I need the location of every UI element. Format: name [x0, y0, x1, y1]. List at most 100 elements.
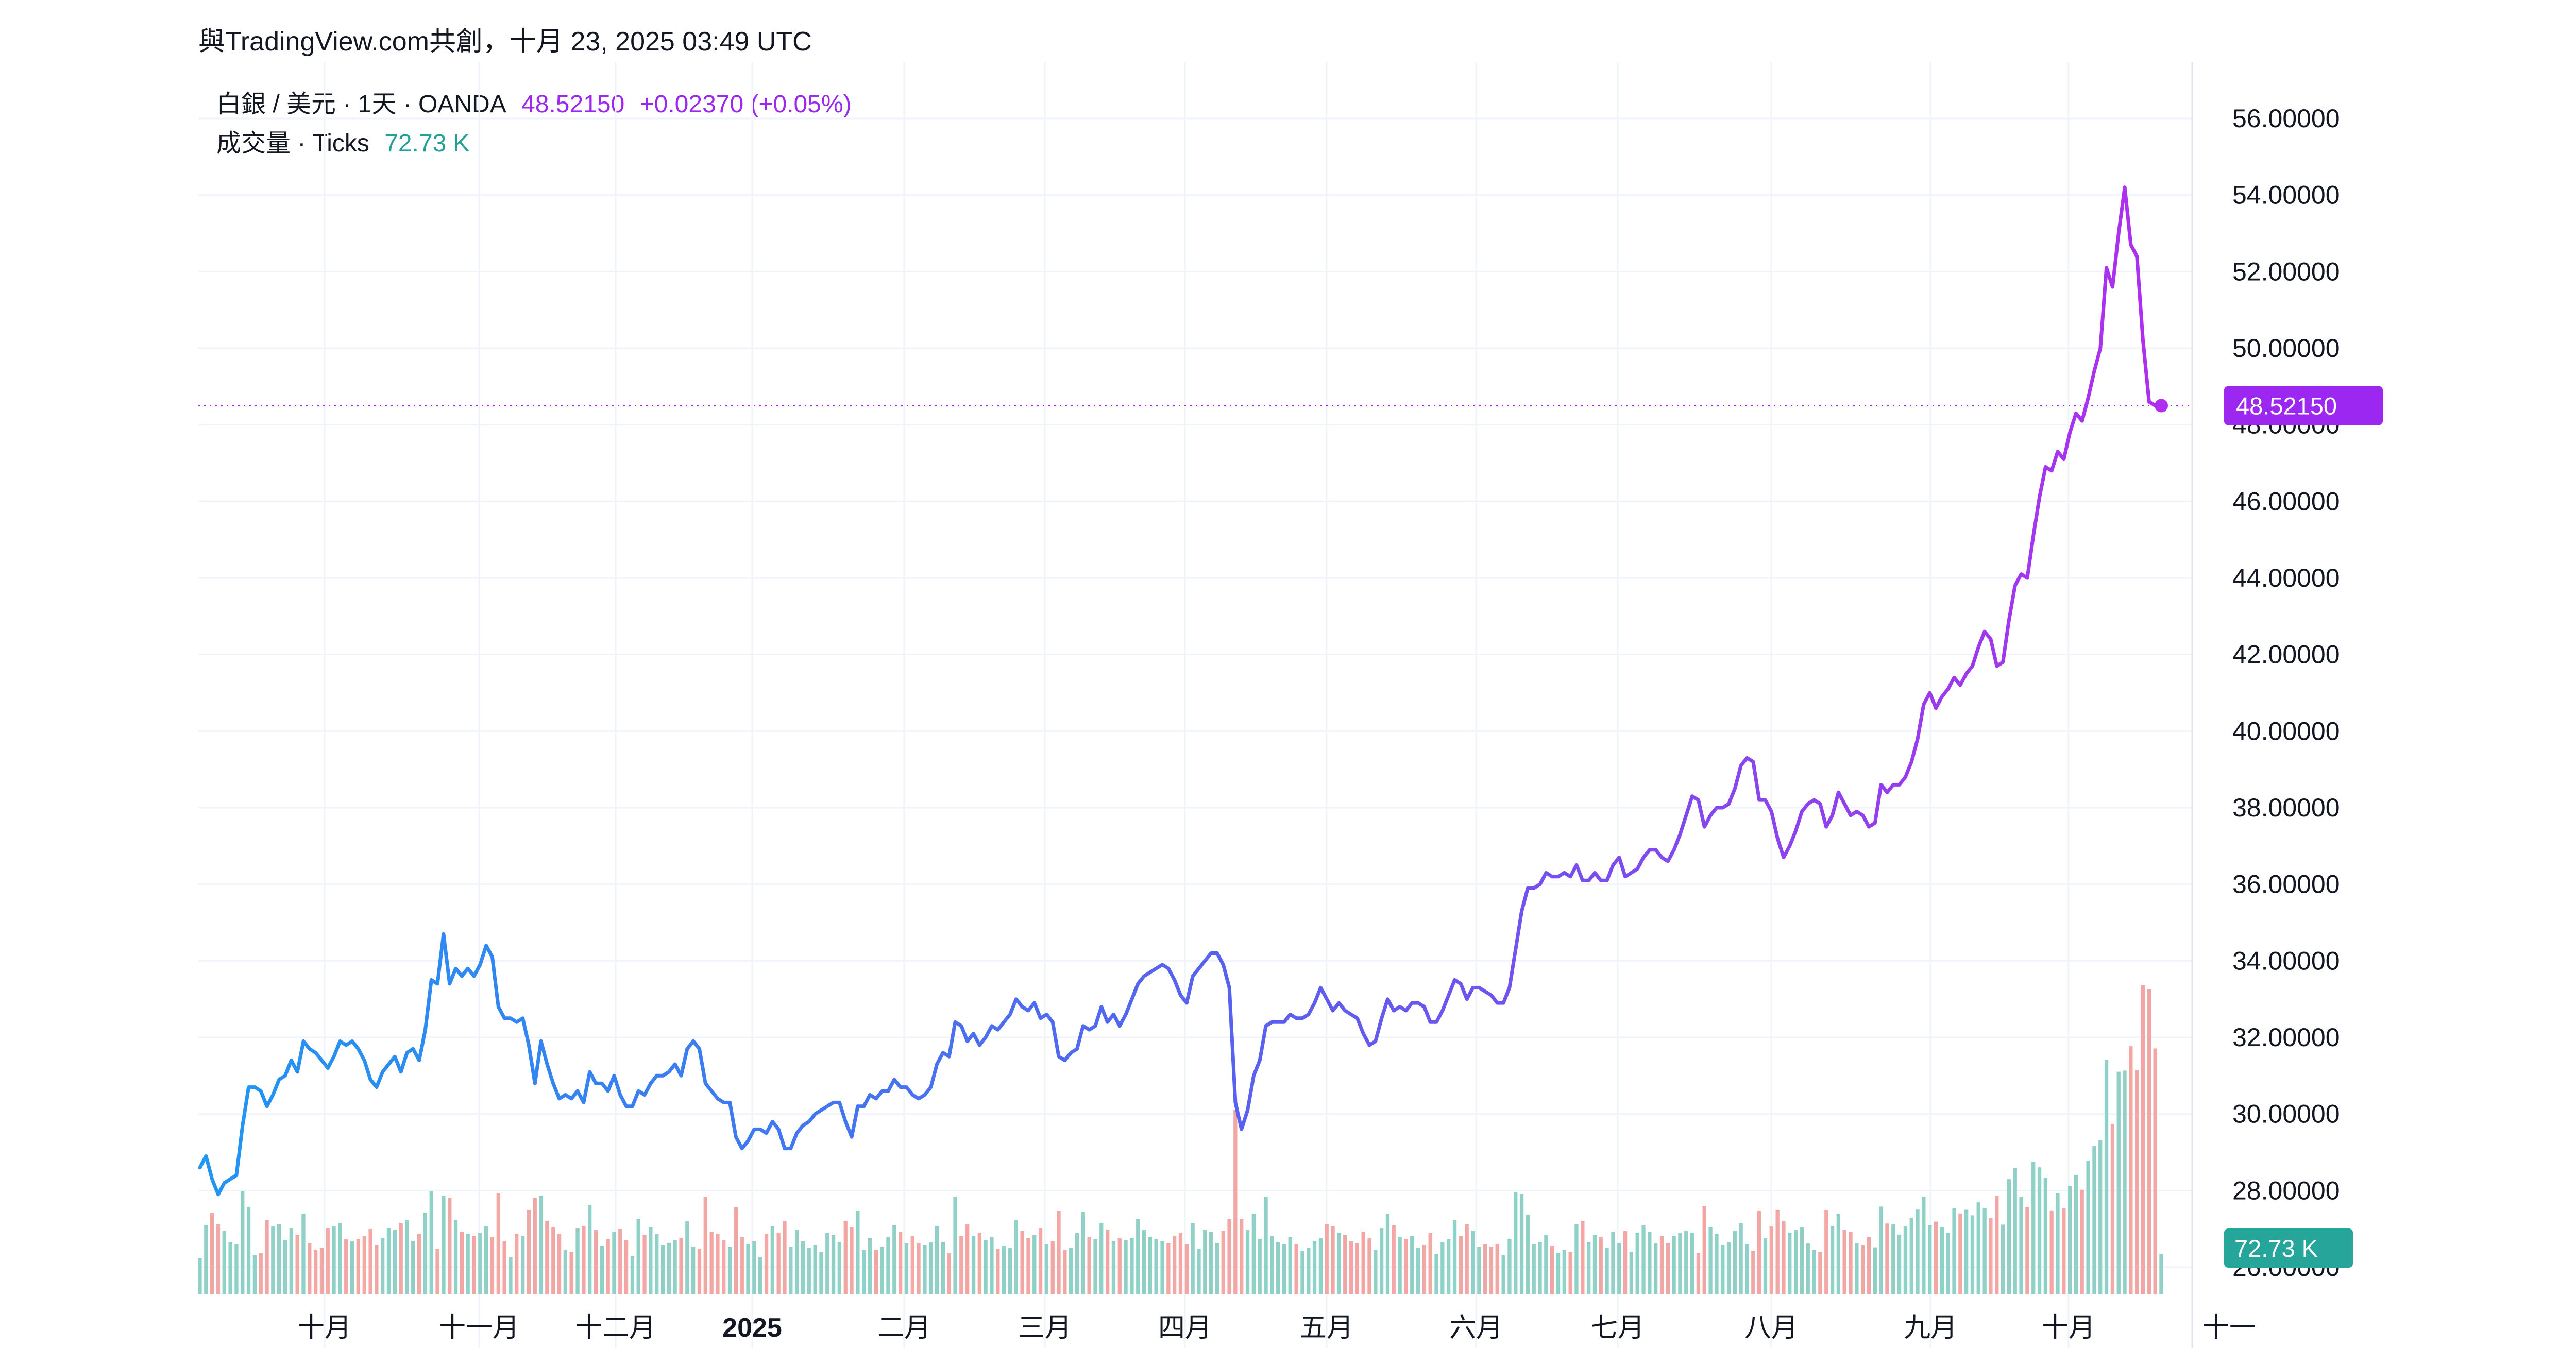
volume-bar — [417, 1234, 421, 1294]
volume-bar — [606, 1239, 610, 1294]
symbol-name[interactable]: 白銀 / 美元 · 1天 · OANDA — [216, 91, 506, 118]
volume-bar — [722, 1240, 726, 1294]
volume-bar — [837, 1242, 841, 1294]
volume-bar — [1434, 1254, 1438, 1294]
volume-bar — [1592, 1235, 1597, 1294]
volume-bar — [2013, 1168, 2017, 1294]
volume-bar — [1057, 1211, 1061, 1294]
volume-bar — [2074, 1175, 2078, 1294]
volume-bar — [1879, 1206, 1883, 1294]
volume-bar — [1897, 1234, 1902, 1294]
x-tick-label: 二月 — [877, 1313, 931, 1343]
volume-bar — [1562, 1250, 1566, 1294]
volume-bar — [1587, 1242, 1591, 1294]
volume-bar — [886, 1237, 890, 1294]
volume-bar — [588, 1205, 592, 1294]
volume-bar — [1733, 1231, 1737, 1294]
volume-bar — [2043, 1178, 2047, 1294]
volume-bar — [1715, 1234, 1719, 1294]
volume-bar — [1519, 1194, 1524, 1294]
volume-bar — [1708, 1227, 1713, 1294]
volume-bar — [1867, 1237, 1871, 1294]
volume-bar — [478, 1233, 482, 1294]
volume-bar — [1240, 1219, 1244, 1294]
y-tick-label: 34.00000 — [2232, 946, 2340, 975]
volume-bar — [545, 1221, 549, 1294]
volume-bar — [1282, 1244, 1286, 1294]
volume-bar — [1184, 1244, 1189, 1294]
volume-bar — [381, 1238, 385, 1294]
volume-bar — [642, 1235, 647, 1294]
volume-bar — [533, 1198, 537, 1294]
volume-bar — [386, 1228, 391, 1294]
volume-bar — [314, 1250, 318, 1294]
volume-bar — [198, 1258, 202, 1294]
volume-bar — [1952, 1208, 1956, 1294]
volume-bar — [813, 1245, 817, 1294]
volume-bar — [2110, 1123, 2115, 1294]
volume-bar — [1842, 1230, 1846, 1294]
volume-bar — [1641, 1225, 1646, 1294]
volume-bar — [393, 1230, 397, 1294]
volume-bar — [649, 1227, 653, 1294]
x-tick-label: 六月 — [1449, 1313, 1503, 1343]
volume-bar — [1788, 1233, 1792, 1294]
volume-bar — [984, 1240, 988, 1294]
volume-bar — [746, 1244, 750, 1294]
volume-bar — [1922, 1197, 1926, 1294]
y-tick-label: 42.00000 — [2232, 640, 2340, 669]
volume-bar — [1233, 1110, 1238, 1294]
volume-bar — [569, 1252, 573, 1294]
volume-bar — [1873, 1247, 1877, 1294]
symbol-legend[interactable]: 白銀 / 美元 · 1天 · OANDA 48.52150 +0.02370 (… — [216, 83, 852, 120]
volume-bar — [1769, 1226, 1773, 1294]
volume-bar — [691, 1247, 696, 1294]
volume-bar — [246, 1207, 251, 1294]
x-tick-label: 十一月 — [439, 1313, 519, 1343]
volume-indicator-name[interactable]: 成交量 · Ticks — [216, 130, 369, 157]
volume-bar — [460, 1232, 464, 1294]
volume-bar — [1526, 1215, 1530, 1294]
volume-bar — [1581, 1221, 1585, 1294]
volume-bar — [1794, 1230, 1798, 1294]
volume-bar — [515, 1234, 519, 1294]
x-tick-label: 2025 — [722, 1313, 782, 1343]
volume-bar — [703, 1197, 707, 1294]
volume-bar — [1166, 1243, 1171, 1294]
volume-bar — [716, 1234, 720, 1294]
y-tick-label: 36.00000 — [2232, 870, 2340, 899]
volume-bar — [990, 1237, 994, 1294]
volume-bar — [1818, 1252, 1822, 1294]
volume-bar — [1337, 1233, 1341, 1294]
volume-bar — [929, 1242, 933, 1294]
volume-bar — [1063, 1250, 1067, 1294]
volume-bar — [1672, 1236, 1676, 1294]
volume-legend[interactable]: 成交量 · Ticks 72.73 K — [216, 123, 470, 159]
volume-bar — [356, 1239, 360, 1294]
volume-bar — [2086, 1161, 2090, 1294]
volume-bar — [758, 1257, 762, 1294]
volume-bar — [1385, 1214, 1390, 1294]
volume-bar — [996, 1249, 1000, 1294]
volume-bar — [1142, 1230, 1146, 1294]
volume-bar — [453, 1220, 458, 1294]
volume-bar — [216, 1224, 221, 1294]
last-price-badge-text: 48.52150 — [2236, 393, 2337, 420]
volume-bar — [660, 1245, 665, 1294]
volume-bar — [795, 1230, 799, 1294]
volume-bar — [2129, 1046, 2133, 1294]
volume-bar — [1574, 1224, 1579, 1294]
volume-bar — [935, 1226, 939, 1294]
volume-bar — [1605, 1248, 1609, 1294]
volume-bar — [1909, 1218, 1913, 1294]
volume-bar — [551, 1227, 555, 1294]
volume-bar — [527, 1210, 531, 1294]
volume-bar — [1227, 1219, 1231, 1294]
volume-bar — [1544, 1235, 1548, 1294]
volume-bar — [1916, 1209, 1920, 1294]
volume-bar — [1696, 1253, 1701, 1294]
volume-bar — [2025, 1207, 2029, 1294]
volume-bar — [1684, 1231, 1688, 1294]
volume-bar — [1374, 1250, 1378, 1294]
